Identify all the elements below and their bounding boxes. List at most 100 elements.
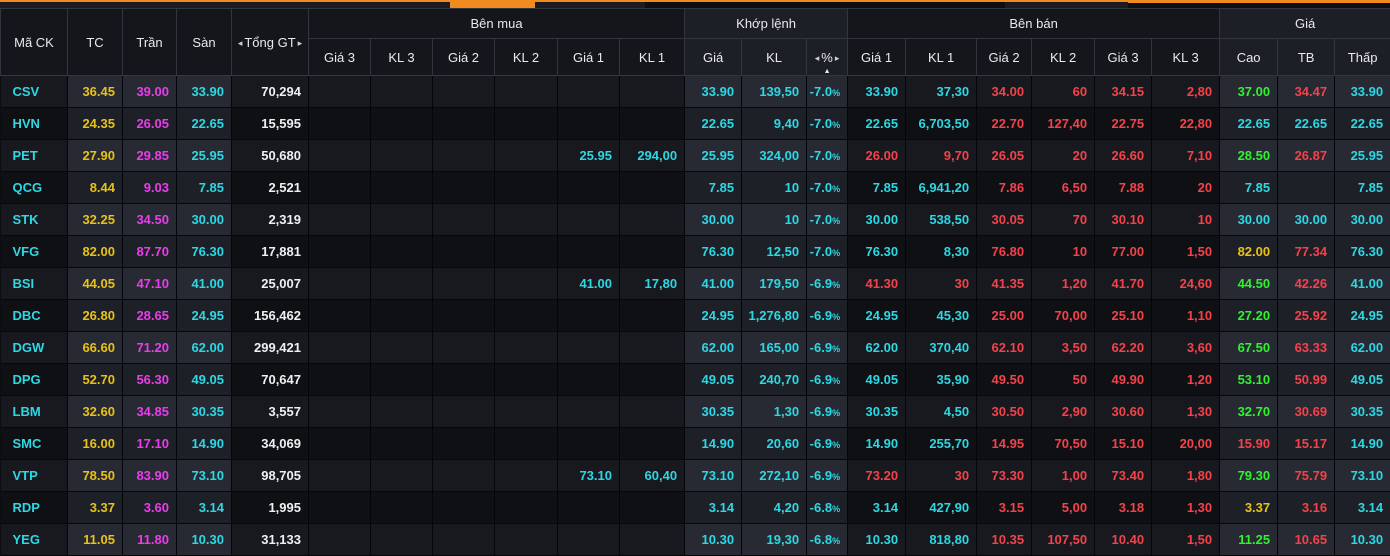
sell-price-2-cell[interactable]: 7.86	[977, 172, 1032, 204]
total-value-cell[interactable]: 70,294	[232, 76, 309, 108]
floor-price-cell[interactable]: 14.90	[177, 428, 232, 460]
sell-price-3-cell[interactable]: 30.60	[1095, 396, 1152, 428]
low-price-cell[interactable]: 7.85	[1335, 172, 1390, 204]
high-price-cell[interactable]: 82.00	[1220, 236, 1278, 268]
avg-price-cell[interactable]: 75.79	[1278, 460, 1335, 492]
sell-vol-1-cell[interactable]: 818,80	[906, 524, 977, 556]
high-price-cell[interactable]: 44.50	[1220, 268, 1278, 300]
buy-price-2-header[interactable]: Giá 2	[433, 39, 495, 76]
avg-price-cell[interactable]: 30.69	[1278, 396, 1335, 428]
floor-price-cell[interactable]: 30.00	[177, 204, 232, 236]
ceiling-price-cell[interactable]: 34.85	[123, 396, 177, 428]
low-price-cell[interactable]: 25.95	[1335, 140, 1390, 172]
floor-price-cell[interactable]: 73.10	[177, 460, 232, 492]
sell-price-1-cell[interactable]: 41.30	[848, 268, 906, 300]
avg-price-cell[interactable]: 50.99	[1278, 364, 1335, 396]
matched-price-cell[interactable]: 3.14	[685, 492, 742, 524]
matched-vol-cell[interactable]: 10	[742, 204, 807, 236]
sell-vol-2-cell[interactable]: 20	[1032, 140, 1095, 172]
low-price-cell[interactable]: 14.90	[1335, 428, 1390, 460]
sell-vol-3-cell[interactable]: 3,60	[1152, 332, 1220, 364]
total-value-cell[interactable]: 15,595	[232, 108, 309, 140]
matched-vol-cell[interactable]: 1,276,80	[742, 300, 807, 332]
sell-vol-1-cell[interactable]: 538,50	[906, 204, 977, 236]
sell-price-2-cell[interactable]: 49.50	[977, 364, 1032, 396]
sell-vol-2-cell[interactable]: 50	[1032, 364, 1095, 396]
floor-price-cell[interactable]: 30.35	[177, 396, 232, 428]
sell-vol-1-cell[interactable]: 6,703,50	[906, 108, 977, 140]
matched-percent-cell[interactable]: -6.9%	[807, 396, 848, 428]
collapse-right-icon[interactable]: ▸	[296, 38, 305, 48]
matched-vol-cell[interactable]: 165,00	[742, 332, 807, 364]
avg-price-cell[interactable]: 42.26	[1278, 268, 1335, 300]
sell-vol-2-cell[interactable]: 6,50	[1032, 172, 1095, 204]
total-value-cell[interactable]: 25,007	[232, 268, 309, 300]
ref-price-cell[interactable]: 52.70	[68, 364, 123, 396]
ceiling-price-cell[interactable]: 11.80	[123, 524, 177, 556]
high-price-cell[interactable]: 7.85	[1220, 172, 1278, 204]
sell-price-2-cell[interactable]: 26.05	[977, 140, 1032, 172]
ref-price-cell[interactable]: 32.25	[68, 204, 123, 236]
ceiling-price-cell[interactable]: 17.10	[123, 428, 177, 460]
sell-price-2-cell[interactable]: 34.00	[977, 76, 1032, 108]
matched-price-cell[interactable]: 14.90	[685, 428, 742, 460]
sell-price-2-cell[interactable]: 3.15	[977, 492, 1032, 524]
total-value-cell[interactable]: 3,557	[232, 396, 309, 428]
sell-vol-3-cell[interactable]: 1,50	[1152, 524, 1220, 556]
sell-price-1-cell[interactable]: 22.65	[848, 108, 906, 140]
sell-vol-3-cell[interactable]: 1,50	[1152, 236, 1220, 268]
sell-vol-2-cell[interactable]: 1,20	[1032, 268, 1095, 300]
total-value-cell[interactable]: 1,995	[232, 492, 309, 524]
ref-price-cell[interactable]: 26.80	[68, 300, 123, 332]
stock-code[interactable]: PET	[1, 140, 68, 172]
buy-vol-1-cell[interactable]: 17,80	[620, 268, 685, 300]
ceiling-column-header[interactable]: Trần	[123, 9, 177, 76]
matched-percent-cell[interactable]: -6.8%	[807, 524, 848, 556]
high-price-header[interactable]: Cao	[1220, 39, 1278, 76]
total-value-cell[interactable]: 156,462	[232, 300, 309, 332]
sell-price-2-cell[interactable]: 41.35	[977, 268, 1032, 300]
sell-price-1-cell[interactable]: 3.14	[848, 492, 906, 524]
low-price-cell[interactable]: 73.10	[1335, 460, 1390, 492]
sell-vol-3-cell[interactable]: 22,80	[1152, 108, 1220, 140]
stock-code[interactable]: STK	[1, 204, 68, 236]
sell-vol-3-cell[interactable]: 24,60	[1152, 268, 1220, 300]
sell-price-2-cell[interactable]: 76.80	[977, 236, 1032, 268]
ceiling-price-cell[interactable]: 29.85	[123, 140, 177, 172]
sell-vol-1-cell[interactable]: 30	[906, 268, 977, 300]
ref-price-cell[interactable]: 11.05	[68, 524, 123, 556]
low-price-cell[interactable]: 33.90	[1335, 76, 1390, 108]
sell-vol-2-cell[interactable]: 127,40	[1032, 108, 1095, 140]
ceiling-price-cell[interactable]: 28.65	[123, 300, 177, 332]
sell-vol-1-header[interactable]: KL 1	[906, 39, 977, 76]
total-value-cell[interactable]: 34,069	[232, 428, 309, 460]
sell-vol-3-cell[interactable]: 1,30	[1152, 396, 1220, 428]
matched-percent-cell[interactable]: -7.0%	[807, 236, 848, 268]
matched-price-cell[interactable]: 22.65	[685, 108, 742, 140]
sell-vol-3-cell[interactable]: 1,30	[1152, 492, 1220, 524]
sell-price-1-cell[interactable]: 30.35	[848, 396, 906, 428]
matched-percent-cell[interactable]: -6.9%	[807, 428, 848, 460]
matched-price-header[interactable]: Giá	[685, 39, 742, 76]
sell-price-3-cell[interactable]: 25.10	[1095, 300, 1152, 332]
ref-price-cell[interactable]: 66.60	[68, 332, 123, 364]
matched-price-cell[interactable]: 30.35	[685, 396, 742, 428]
sell-vol-3-cell[interactable]: 7,10	[1152, 140, 1220, 172]
high-price-cell[interactable]: 15.90	[1220, 428, 1278, 460]
matched-percent-cell[interactable]: -7.0%	[807, 108, 848, 140]
high-price-cell[interactable]: 32.70	[1220, 396, 1278, 428]
low-price-cell[interactable]: 22.65	[1335, 108, 1390, 140]
matched-vol-cell[interactable]: 324,00	[742, 140, 807, 172]
collapse-right-icon[interactable]: ▸	[833, 53, 842, 63]
matched-price-cell[interactable]: 24.95	[685, 300, 742, 332]
stock-code[interactable]: VTP	[1, 460, 68, 492]
sell-price-3-cell[interactable]: 49.90	[1095, 364, 1152, 396]
matched-price-cell[interactable]: 33.90	[685, 76, 742, 108]
floor-price-cell[interactable]: 7.85	[177, 172, 232, 204]
high-price-cell[interactable]: 79.30	[1220, 460, 1278, 492]
stock-code[interactable]: RDP	[1, 492, 68, 524]
matched-vol-cell[interactable]: 272,10	[742, 460, 807, 492]
code-column-header[interactable]: Mã CK	[1, 9, 68, 76]
ceiling-price-cell[interactable]: 71.20	[123, 332, 177, 364]
sell-vol-2-cell[interactable]: 3,50	[1032, 332, 1095, 364]
